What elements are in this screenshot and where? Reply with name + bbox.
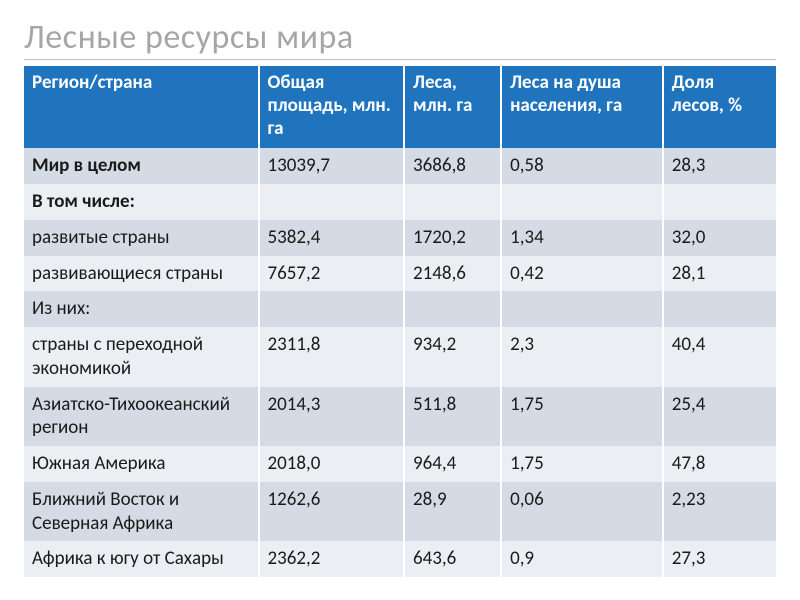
slide: Лесные ресурсы мира Регион/страна Общая … [0,0,800,600]
table-cell: 2311,8 [259,327,405,387]
table-cell: Из них: [24,291,259,327]
table-cell: 511,8 [404,387,501,447]
table-row: страны с переходной экономикой2311,8934,… [24,327,776,387]
col-header: Леса на душа населения, га [501,66,663,148]
table-cell: 643,6 [404,541,501,577]
table-row: Азиатско-Тихоокеанский регион2014,3511,8… [24,387,776,447]
table-cell: 964,4 [404,446,501,482]
table-cell: 5382,4 [259,220,405,256]
table-cell: 0,58 [501,148,663,184]
table-cell: 0,9 [501,541,663,577]
table-cell: Мир в целом [24,148,259,184]
table-cell: Азиатско-Тихоокеанский регион [24,387,259,447]
table-cell: страны с переходной экономикой [24,327,259,387]
table-cell: развивающиеся страны [24,256,259,292]
table-cell: 2,23 [663,482,776,542]
table-cell: 25,4 [663,387,776,447]
table-cell [404,184,501,220]
table-row: Южная Америка2018,0964,41,7547,8 [24,446,776,482]
table-cell [663,184,776,220]
table-row: развитые страны5382,41720,21,3432,0 [24,220,776,256]
table-cell: 2148,6 [404,256,501,292]
table-cell [404,291,501,327]
forest-resources-table: Регион/страна Общая площадь, млн. га Лес… [24,66,776,577]
table-cell: 28,3 [663,148,776,184]
col-header: Регион/страна [24,66,259,148]
table-cell [259,291,405,327]
table-cell: 1720,2 [404,220,501,256]
table-cell: 27,3 [663,541,776,577]
table-cell: 32,0 [663,220,776,256]
col-header: Леса, млн. га [404,66,501,148]
table-cell [501,291,663,327]
table-cell: Африка к югу от Сахары [24,541,259,577]
slide-title: Лесные ресурсы мира [24,18,776,60]
table-row: Мир в целом13039,73686,80,5828,3 [24,148,776,184]
table-cell: 0,06 [501,482,663,542]
table-cell [663,291,776,327]
table-body: Мир в целом13039,73686,80,5828,3В том чи… [24,148,776,577]
table-row: Африка к югу от Сахары2362,2643,60,927,3 [24,541,776,577]
table-cell: 2,3 [501,327,663,387]
table-header: Регион/страна Общая площадь, млн. га Лес… [24,66,776,148]
table-cell: 7657,2 [259,256,405,292]
table-cell: 1,75 [501,387,663,447]
col-header: Общая площадь, млн. га [259,66,405,148]
table-cell: 1262,6 [259,482,405,542]
table-cell: Ближний Восток и Северная Африка [24,482,259,542]
table-row: Ближний Восток и Северная Африка1262,628… [24,482,776,542]
table-cell [259,184,405,220]
table-row: Из них: [24,291,776,327]
col-header: Доля лесов, % [663,66,776,148]
table-cell: 40,4 [663,327,776,387]
table-cell: 13039,7 [259,148,405,184]
table-cell [501,184,663,220]
table-row: В том числе: [24,184,776,220]
table-cell: 2018,0 [259,446,405,482]
table-cell: 28,9 [404,482,501,542]
table-cell: 3686,8 [404,148,501,184]
table-cell: Южная Америка [24,446,259,482]
table-cell: 2362,2 [259,541,405,577]
table-cell: развитые страны [24,220,259,256]
table-row: развивающиеся страны7657,22148,60,4228,1 [24,256,776,292]
table-cell: 28,1 [663,256,776,292]
table-cell: 47,8 [663,446,776,482]
table-cell: 2014,3 [259,387,405,447]
table-cell: 1,75 [501,446,663,482]
table-cell: 934,2 [404,327,501,387]
table-cell: В том числе: [24,184,259,220]
table-cell: 0,42 [501,256,663,292]
table-cell: 1,34 [501,220,663,256]
